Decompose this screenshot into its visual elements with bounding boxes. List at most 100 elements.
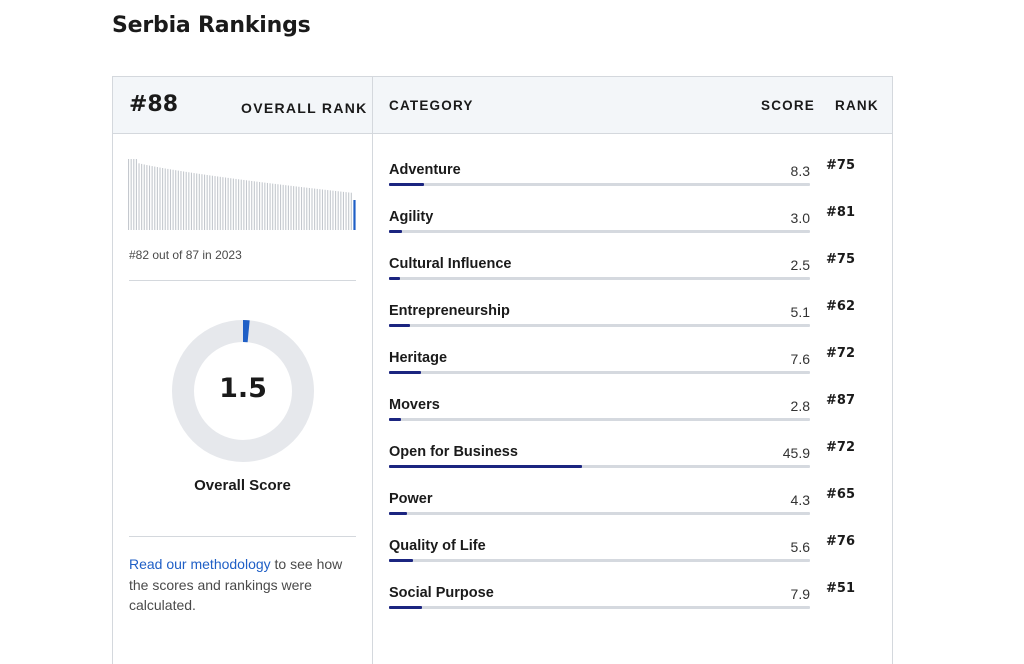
rank-history-bar [146, 165, 148, 230]
rank-history-bar [337, 191, 339, 230]
category-score: 8.3 [790, 163, 810, 179]
category-row: Cultural Influence 2.5 #75 [389, 252, 889, 296]
score-bar-fill [389, 606, 423, 609]
rank-history-bar [261, 182, 263, 230]
rank-history-bar [266, 182, 268, 230]
rank-history-bar [272, 183, 274, 230]
score-bar-fill [389, 559, 413, 562]
rank-history-bar-chart [128, 159, 356, 230]
category-name: Movers [389, 397, 440, 413]
category-score: 45.9 [782, 445, 810, 461]
rank-history-bar [128, 159, 130, 230]
rank-history-bar [319, 189, 321, 230]
rank-history-bar [188, 172, 190, 230]
category-score: 2.5 [790, 257, 810, 273]
score-bar-track [389, 324, 810, 327]
category-row: Agility 3.0 #81 [389, 205, 889, 249]
score-bar-track [389, 559, 810, 562]
score-bar-track [389, 418, 810, 421]
rank-history-bar [256, 181, 258, 230]
divider [129, 536, 356, 537]
category-row: Social Purpose 7.9 #51 [389, 581, 889, 625]
category-row: Movers 2.8 #87 [389, 393, 889, 437]
category-row: Quality of Life 5.6 #76 [389, 534, 889, 578]
score-bar-fill [389, 277, 400, 280]
rank-history-bar [230, 178, 232, 230]
overall-score-label: Overall Score [194, 477, 291, 494]
rank-history-bar [175, 170, 177, 230]
rank-history-bar [201, 174, 203, 230]
rank-history-bar [345, 192, 347, 230]
category-rank: #72 [826, 440, 855, 455]
rank-history-bar [141, 163, 143, 230]
rank-history-bar [154, 166, 156, 230]
category-score: 5.6 [790, 539, 810, 555]
category-name: Social Purpose [389, 585, 494, 601]
rank-history-bar [164, 168, 166, 230]
category-name: Adventure [389, 162, 461, 178]
overall-score-donut [172, 320, 314, 462]
rank-history-bar [285, 185, 287, 230]
rank-history-bar [303, 187, 305, 230]
donut-progress-arc [172, 320, 314, 462]
rank-history-bar [227, 177, 229, 230]
rank-history-bar [295, 186, 297, 230]
score-bar-track [389, 606, 810, 609]
rank-history-bar [224, 177, 227, 230]
score-bar-track [389, 512, 810, 515]
rank-history-bar [169, 169, 172, 230]
rank-history-bar [280, 184, 282, 230]
rank-history-bar [329, 190, 331, 230]
rank-history-bar [214, 176, 216, 230]
category-score: 3.0 [790, 210, 810, 226]
category-column-header: CATEGORY [389, 98, 474, 113]
category-score: 5.1 [790, 304, 810, 320]
category-score: 7.9 [790, 586, 810, 602]
methodology-link[interactable]: Read our methodology [129, 556, 271, 572]
rank-history-bar [217, 176, 219, 230]
overall-rank-value: #88 [129, 92, 179, 117]
rank-history-bar [232, 178, 234, 230]
rank-history-bar [219, 176, 221, 230]
rank-history-bar [259, 181, 261, 230]
score-bar-track [389, 183, 810, 186]
rank-history-bar [290, 185, 292, 230]
overall-rank-label: OVERALL RANK [241, 100, 368, 116]
category-name: Entrepreneurship [389, 303, 510, 319]
category-name: Heritage [389, 350, 448, 366]
rank-history-bar [248, 180, 250, 230]
score-bar-track [389, 371, 810, 374]
rank-history-bar [209, 175, 211, 230]
category-rank: #62 [826, 299, 855, 314]
rank-history-bar [293, 186, 295, 230]
category-rank: #72 [826, 346, 855, 361]
rank-history-bar [277, 184, 279, 230]
category-score: 2.8 [790, 398, 810, 414]
rank-history-bar [167, 168, 169, 230]
rank-history-bar [314, 188, 316, 230]
score-bar-fill [389, 230, 402, 233]
rank-history-bar [274, 183, 276, 230]
category-row: Adventure 8.3 #75 [389, 158, 889, 202]
rank-history-bar [300, 187, 303, 230]
rank-history-bar [348, 192, 350, 230]
rank-history-bar [308, 187, 310, 230]
score-bar-fill [389, 324, 411, 327]
category-rank: #65 [826, 487, 855, 502]
rank-history-bar [245, 180, 248, 230]
rank-history-bar [156, 167, 158, 230]
rank-history-bar [316, 188, 318, 230]
rank-history-bar [130, 159, 132, 230]
rank-history-bar [282, 184, 284, 230]
rank-history-bar [342, 191, 344, 230]
score-bar-fill [389, 418, 401, 421]
rank-history-bar [222, 177, 224, 230]
rank-history-bar [162, 168, 164, 230]
methodology-note: Read our methodology to see how the scor… [129, 554, 359, 616]
category-score: 4.3 [790, 492, 810, 508]
rank-history-bar [193, 173, 195, 230]
score-bar-track [389, 230, 810, 233]
page-title: Serbia Rankings [112, 13, 311, 38]
rank-history-bar [143, 164, 145, 230]
rank-column-header: RANK [835, 98, 879, 113]
